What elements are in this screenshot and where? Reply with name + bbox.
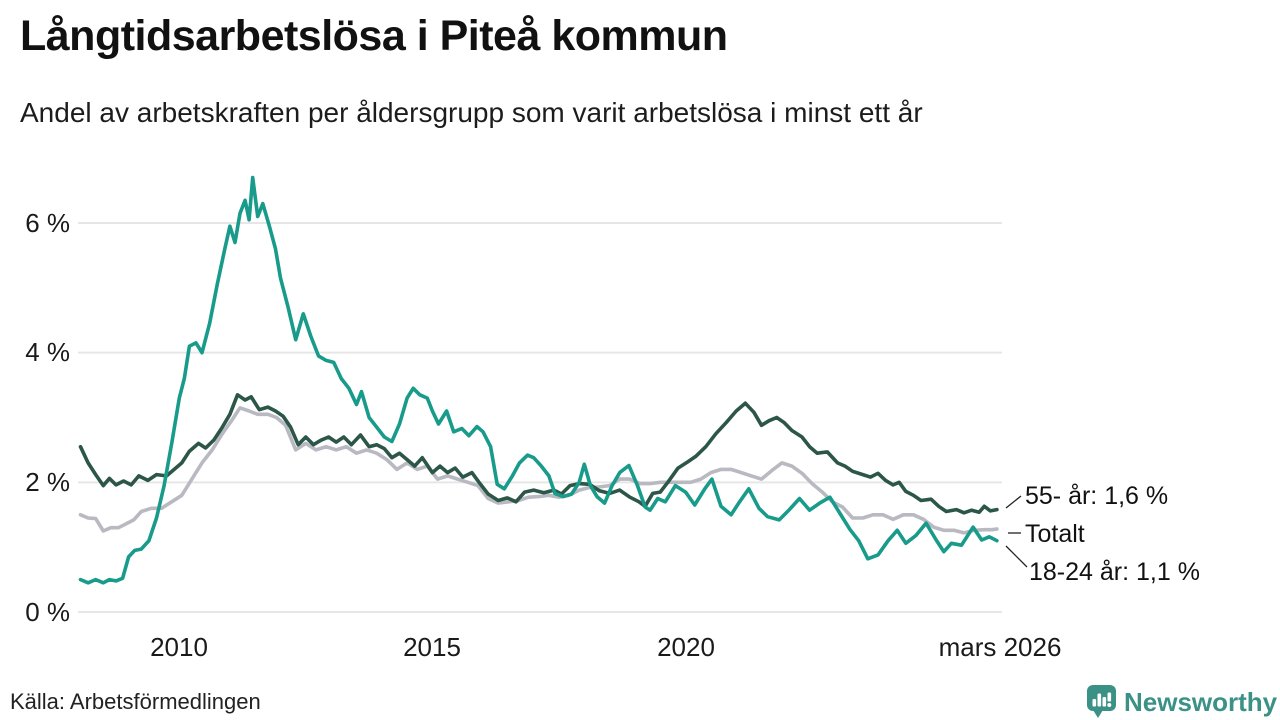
y-tick-label-2: 2 % — [25, 467, 70, 497]
y-tick-label-6: 6 % — [25, 208, 70, 238]
series-line-18-24-r — [78, 175, 999, 585]
x-tick-label-2010: 2010 — [150, 632, 208, 662]
leader-line-55-ar — [1005, 495, 1022, 509]
series-lines — [78, 175, 999, 585]
series-line-55-r — [78, 393, 999, 515]
x-tick-label-2020: 2020 — [657, 632, 715, 662]
x-tick-label-mars-2026: mars 2026 — [938, 632, 1062, 662]
source-credit: Källa: Arbetsförmedlingen — [10, 689, 261, 714]
series-end-label-55-ar: 55- år: 1,6 % — [1025, 482, 1169, 510]
leader-line-18-24-ar — [1005, 545, 1028, 568]
series-line-totalt — [78, 406, 999, 535]
series-end-label-totalt: Totalt — [1025, 520, 1085, 548]
gridlines — [78, 222, 1002, 613]
y-tick-label-4: 4 % — [25, 337, 70, 367]
newsworthy-logo-icon — [1087, 685, 1116, 718]
x-tick-label-2015: 2015 — [403, 632, 461, 662]
series-end-label-18-24-ar: 18-24 år: 1,1 % — [1029, 558, 1200, 586]
page-title: Långtidsarbetslösa i Piteå kommun — [20, 12, 728, 60]
leader-lines — [1005, 495, 1028, 568]
page-subtitle: Andel av arbetskraften per åldersgrupp s… — [20, 97, 923, 128]
newsworthy-brand-text: Newsworthy — [1124, 687, 1278, 717]
y-tick-label-0: 0 % — [25, 597, 70, 627]
